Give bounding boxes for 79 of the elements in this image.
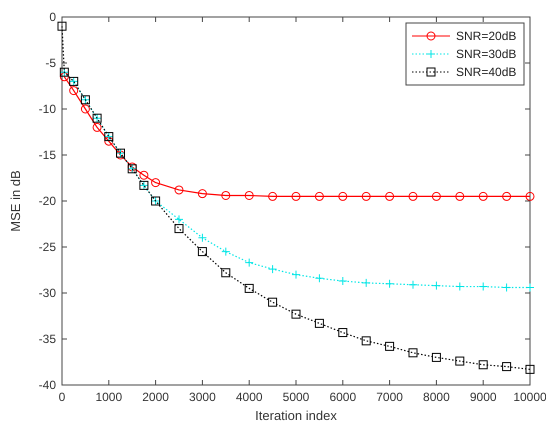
point: [58, 22, 66, 31]
point: [385, 279, 394, 288]
point: [198, 233, 207, 242]
point: [338, 328, 348, 338]
point: [69, 86, 78, 96]
x-tick-label: 10000: [513, 390, 546, 404]
point: [408, 280, 418, 290]
point: [408, 192, 418, 201]
point: [362, 278, 371, 288]
point: [478, 192, 488, 201]
point: [92, 122, 102, 132]
x-tick-label: 1000: [95, 390, 122, 404]
point: [268, 192, 278, 201]
point: [292, 270, 300, 280]
point: [314, 192, 324, 201]
y-tick-label: -10: [38, 102, 56, 116]
point: [478, 360, 488, 370]
point: [174, 185, 184, 194]
legend-label: SNR=40dB: [456, 65, 516, 79]
point: [292, 310, 300, 319]
x-tick-label: 0: [58, 390, 66, 404]
point: [314, 274, 324, 283]
y-tick-label: -20: [38, 194, 56, 208]
point: [455, 356, 464, 366]
point: [268, 264, 278, 274]
point: [432, 352, 441, 362]
point: [60, 72, 69, 82]
x-tick-label: 2000: [142, 390, 170, 404]
point: [526, 192, 534, 201]
point: [139, 170, 148, 180]
point: [104, 136, 114, 146]
point: [244, 258, 254, 268]
point: [174, 224, 184, 234]
y-tick-label: -25: [38, 240, 56, 254]
point: [314, 318, 324, 328]
point: [338, 276, 348, 286]
point: [432, 192, 441, 201]
point: [244, 284, 254, 293]
y-tick-label: -30: [38, 286, 56, 300]
point: [198, 247, 207, 256]
point: [174, 214, 184, 224]
point: [408, 348, 418, 358]
y-tick-label: -40: [38, 378, 56, 392]
y-axis-title: MSE in dB: [8, 170, 23, 232]
x-tick-label: 3000: [189, 390, 216, 404]
y-tick-label: -5: [45, 56, 56, 70]
point: [268, 298, 278, 307]
point: [151, 178, 160, 188]
x-tick-label: 6000: [329, 390, 356, 404]
x-tick-label: 8000: [423, 390, 450, 404]
point: [385, 342, 394, 351]
point: [362, 192, 371, 201]
point: [478, 282, 488, 292]
point: [526, 364, 534, 374]
x-tick-label: 5000: [282, 390, 310, 404]
x-tick-label: 4000: [236, 390, 263, 404]
point: [221, 268, 230, 278]
point: [502, 362, 512, 372]
point: [221, 190, 230, 200]
y-tick-label: -15: [38, 148, 56, 162]
point: [502, 282, 512, 292]
point: [432, 281, 441, 290]
x-tick-label: 7000: [376, 390, 404, 404]
point: [198, 189, 207, 198]
legend-label: SNR=20dB: [456, 29, 516, 43]
point: [244, 190, 254, 200]
point: [362, 336, 371, 346]
point: [292, 192, 300, 201]
x-tick-label: 9000: [470, 390, 497, 404]
y-tick-label: 0: [49, 10, 56, 24]
point: [221, 247, 230, 256]
point: [338, 192, 348, 201]
x-axis-title: Iteration index: [255, 408, 338, 423]
point: [502, 192, 512, 201]
legend-label: SNR=30dB: [456, 47, 516, 61]
point: [455, 192, 464, 201]
point: [385, 192, 394, 201]
y-tick-label: -35: [38, 332, 56, 346]
point: [80, 104, 90, 114]
